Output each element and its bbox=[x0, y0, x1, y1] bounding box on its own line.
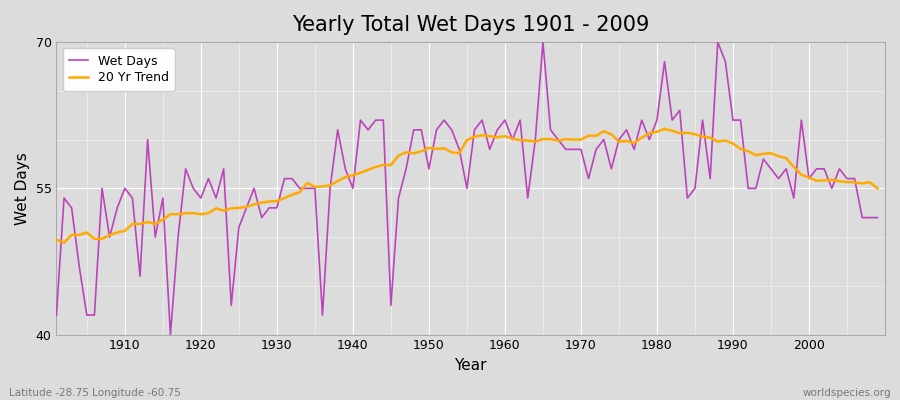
Wet Days bbox=[287, 176, 298, 181]
Text: Latitude -28.75 Longitude -60.75: Latitude -28.75 Longitude -60.75 bbox=[9, 388, 181, 398]
Wet Days bbox=[51, 313, 62, 318]
20 Yr Trend bbox=[287, 192, 298, 197]
Wet Days bbox=[606, 166, 616, 171]
Wet Days bbox=[507, 137, 517, 142]
20 Yr Trend bbox=[58, 240, 69, 245]
20 Yr Trend bbox=[120, 228, 130, 233]
Legend: Wet Days, 20 Yr Trend: Wet Days, 20 Yr Trend bbox=[63, 48, 175, 91]
20 Yr Trend bbox=[659, 126, 670, 131]
Wet Days bbox=[872, 215, 883, 220]
Wet Days bbox=[112, 206, 122, 210]
20 Yr Trend bbox=[51, 237, 62, 242]
Wet Days bbox=[500, 118, 510, 122]
20 Yr Trend bbox=[332, 179, 343, 184]
Line: 20 Yr Trend: 20 Yr Trend bbox=[57, 129, 878, 243]
Wet Days bbox=[332, 128, 343, 132]
Title: Yearly Total Wet Days 1901 - 2009: Yearly Total Wet Days 1901 - 2009 bbox=[292, 15, 650, 35]
Line: Wet Days: Wet Days bbox=[57, 42, 878, 334]
Wet Days bbox=[165, 332, 176, 337]
Text: worldspecies.org: worldspecies.org bbox=[803, 388, 891, 398]
X-axis label: Year: Year bbox=[454, 358, 487, 373]
Y-axis label: Wet Days: Wet Days bbox=[15, 152, 30, 225]
20 Yr Trend bbox=[872, 186, 883, 191]
20 Yr Trend bbox=[500, 134, 510, 138]
20 Yr Trend bbox=[598, 129, 609, 134]
Wet Days bbox=[537, 40, 548, 44]
20 Yr Trend bbox=[507, 136, 517, 141]
